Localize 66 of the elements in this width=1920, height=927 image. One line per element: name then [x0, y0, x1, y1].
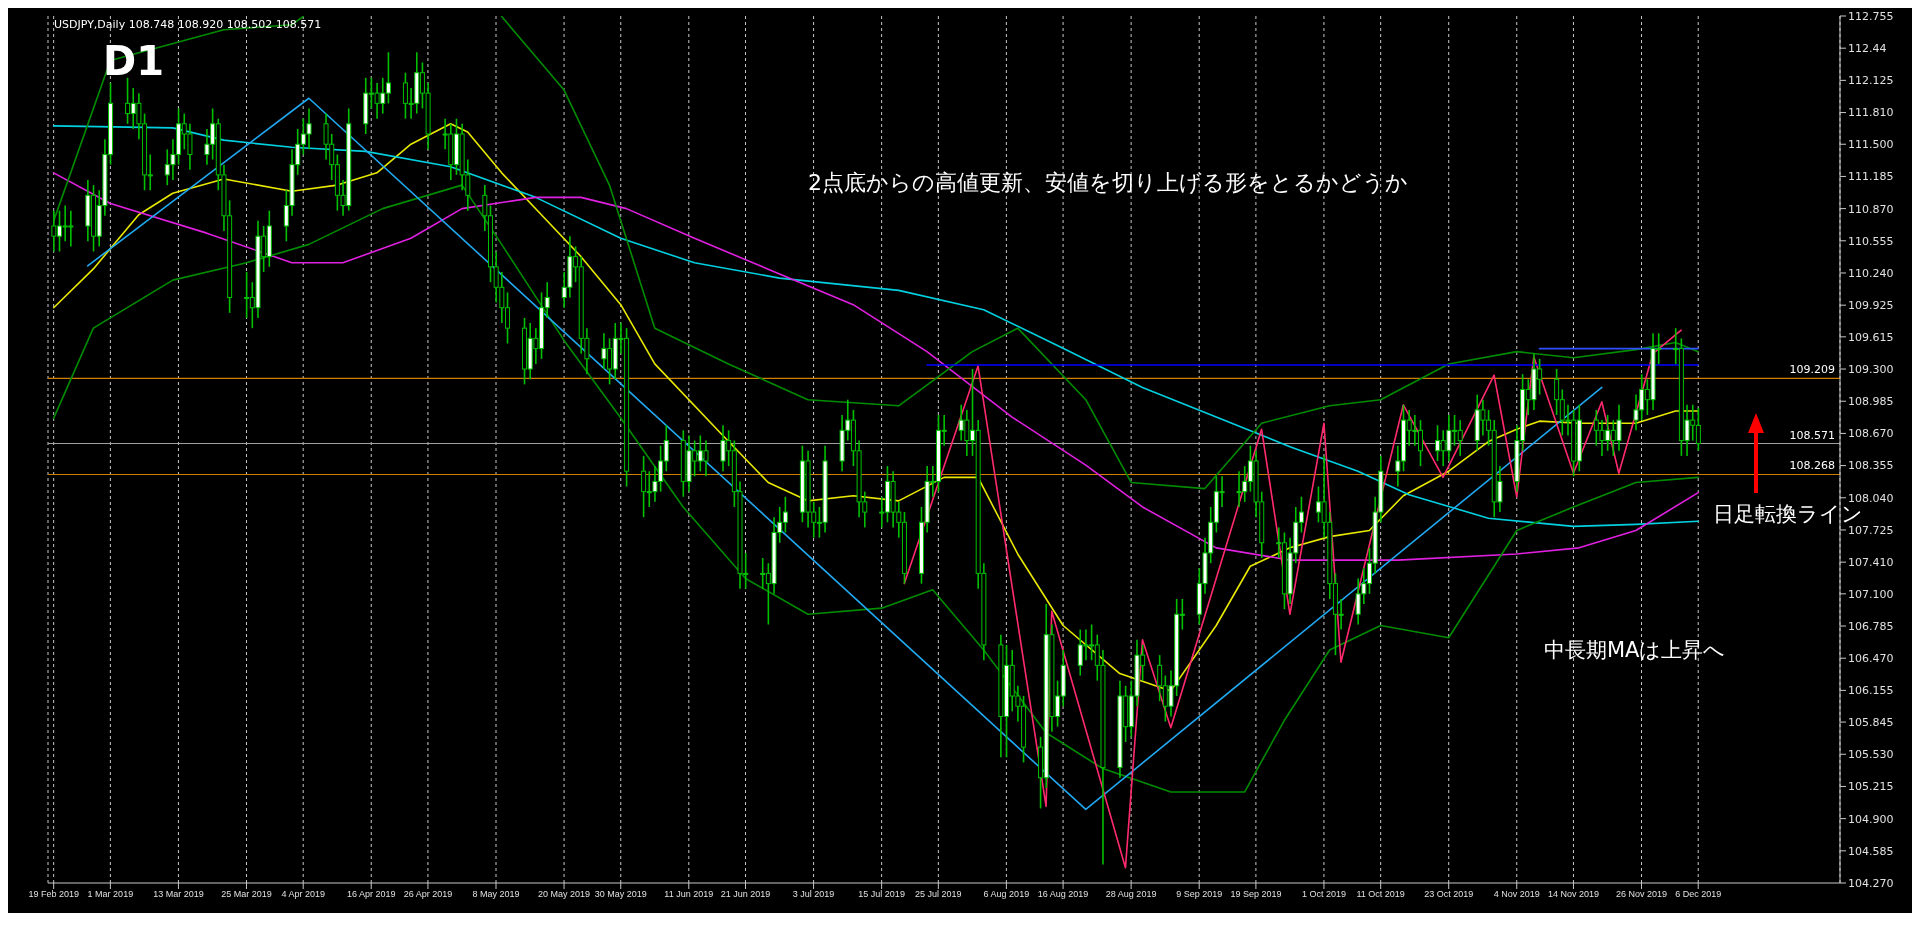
y-tick-label: 104.900 — [1848, 812, 1894, 826]
x-tick-label: 15 Jul 2019 — [858, 889, 905, 900]
x-tick-label: 16 Aug 2019 — [1037, 889, 1089, 900]
x-tick-label: 16 Apr 2019 — [346, 889, 396, 900]
line-series — [52, 172, 1700, 561]
y-tick-label: 110.870 — [1848, 202, 1894, 216]
ref-line-label: 108.571 — [1789, 428, 1835, 442]
x-tick-label: 19 Feb 2019 — [28, 889, 79, 900]
x-tick-label: 14 Nov 2019 — [1547, 889, 1599, 900]
x-tick-label: 9 Sep 2019 — [1176, 889, 1223, 900]
y-tick-label: 105.845 — [1848, 715, 1894, 729]
annotation: D1 — [103, 38, 165, 84]
y-tick-label: 112.44 — [1848, 42, 1887, 56]
x-tick-label: 4 Nov 2019 — [1493, 889, 1540, 900]
x-tick-label: 6 Aug 2019 — [983, 889, 1030, 900]
annotation: 日足転換ライン — [1713, 502, 1863, 526]
y-tick-label: 106.470 — [1848, 652, 1894, 666]
y-tick-label: 106.155 — [1848, 684, 1894, 698]
y-tick-label: 104.270 — [1848, 876, 1894, 890]
ref-line-label: 109.209 — [1789, 363, 1835, 377]
y-tick-label: 111.185 — [1848, 170, 1894, 184]
x-tick-label: 30 May 2019 — [594, 889, 647, 900]
y-tick-label: 111.500 — [1848, 138, 1894, 152]
y-tick-label: 108.040 — [1848, 491, 1894, 505]
x-tick-label: 25 Jul 2019 — [915, 889, 962, 900]
y-tick-label: 104.585 — [1848, 844, 1894, 858]
line-series — [903, 329, 1683, 869]
x-tick-label: 28 Aug 2019 — [1105, 889, 1157, 900]
x-tick-label: 11 Oct 2019 — [1356, 889, 1405, 900]
y-tick-label: 105.215 — [1848, 780, 1894, 794]
y-tick-label: 107.100 — [1848, 587, 1894, 601]
x-tick-label: 3 Jul 2019 — [792, 889, 835, 900]
y-tick-label: 105.530 — [1848, 748, 1894, 762]
y-tick-label: 108.985 — [1848, 395, 1894, 409]
y-tick-label: 110.240 — [1848, 266, 1894, 280]
annotation: 2点底からの高値更新、安値を切り上げる形をとるかどうか — [808, 169, 1408, 197]
x-tick-label: 20 May 2019 — [538, 889, 591, 900]
x-tick-label: 1 Oct 2019 — [1301, 889, 1346, 900]
x-tick-label: 11 Jun 2019 — [664, 889, 714, 900]
y-tick-label: 108.355 — [1848, 459, 1894, 473]
y-tick-label: 112.125 — [1848, 74, 1894, 88]
y-tick-label: 109.300 — [1848, 362, 1894, 376]
line-series — [52, 125, 1700, 528]
x-tick-label: 19 Sep 2019 — [1230, 889, 1282, 900]
x-tick-label: 6 Dec 2019 — [1675, 889, 1722, 900]
y-tick-label: 108.670 — [1848, 427, 1894, 441]
x-tick-label: 21 Jun 2019 — [720, 889, 771, 900]
x-tick-label: 1 Mar 2019 — [87, 889, 134, 900]
y-tick-label: 112.755 — [1848, 9, 1894, 23]
x-tick-label: 26 Apr 2019 — [403, 889, 453, 900]
x-tick-label: 13 Mar 2019 — [153, 889, 204, 900]
y-tick-label: 110.555 — [1848, 234, 1894, 248]
annotation: 中長期MAは上昇へ — [1544, 637, 1726, 664]
x-tick-label: 26 Nov 2019 — [1616, 889, 1668, 900]
y-tick-label: 109.925 — [1848, 299, 1894, 313]
y-tick-label: 107.725 — [1848, 523, 1894, 537]
x-tick-label: 25 Mar 2019 — [221, 889, 272, 900]
x-tick-label: 23 Oct 2019 — [1424, 889, 1474, 900]
ref-line-label: 108.268 — [1789, 459, 1835, 473]
chart-title: USDJPY,Daily 108.748 108.920 108.502 108.571 — [54, 18, 322, 31]
y-tick-label: 111.810 — [1848, 106, 1894, 120]
y-tick-label: 107.410 — [1848, 556, 1894, 570]
x-tick-label: 8 May 2019 — [472, 889, 520, 900]
y-tick-label: 109.615 — [1848, 330, 1894, 344]
y-tick-label: 106.785 — [1848, 619, 1894, 633]
x-tick-label: 4 Apr 2019 — [281, 889, 325, 900]
